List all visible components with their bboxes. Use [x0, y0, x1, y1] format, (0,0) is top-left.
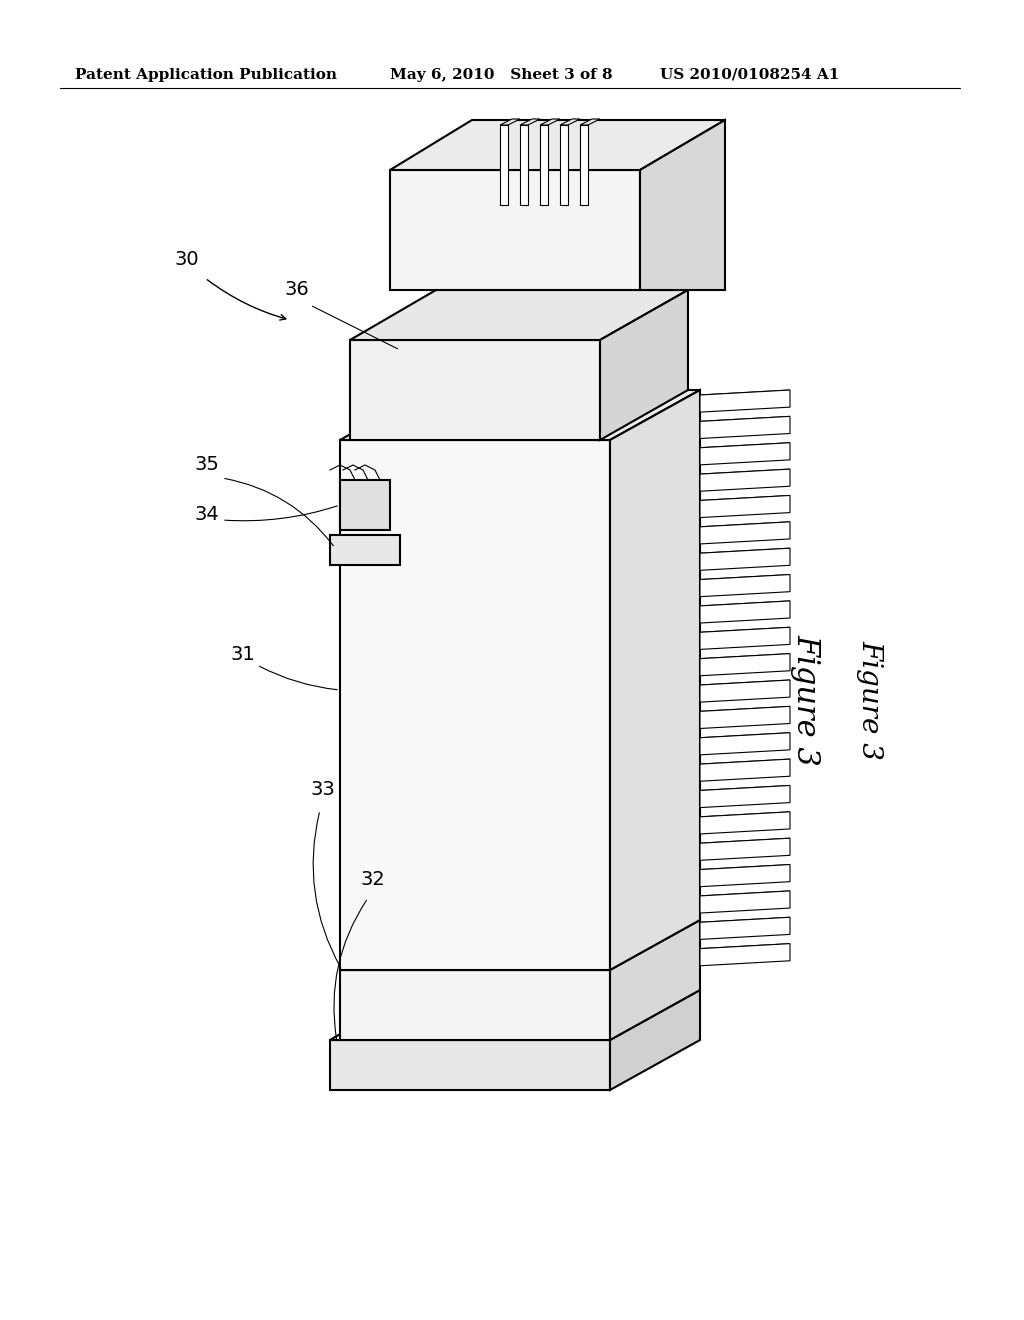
Polygon shape	[700, 416, 790, 438]
Polygon shape	[700, 733, 790, 755]
Polygon shape	[700, 838, 790, 843]
Text: Figure 3: Figure 3	[790, 634, 821, 766]
Polygon shape	[700, 495, 790, 517]
Polygon shape	[340, 970, 610, 1040]
Polygon shape	[350, 290, 688, 341]
Polygon shape	[700, 442, 790, 447]
Text: 30: 30	[175, 249, 200, 269]
Text: US 2010/0108254 A1: US 2010/0108254 A1	[660, 69, 840, 82]
Polygon shape	[700, 601, 790, 623]
Polygon shape	[700, 759, 790, 781]
Polygon shape	[340, 389, 700, 440]
Text: Figure 3: Figure 3	[856, 640, 884, 760]
Polygon shape	[700, 759, 790, 764]
Polygon shape	[500, 119, 520, 125]
Polygon shape	[700, 416, 790, 421]
Polygon shape	[330, 1040, 610, 1090]
Text: 35: 35	[195, 455, 220, 474]
Polygon shape	[350, 341, 600, 440]
Polygon shape	[700, 521, 790, 544]
Polygon shape	[700, 469, 790, 474]
Polygon shape	[700, 706, 790, 729]
Polygon shape	[700, 627, 790, 632]
Polygon shape	[700, 548, 790, 570]
Polygon shape	[580, 119, 600, 125]
Polygon shape	[390, 120, 725, 170]
Polygon shape	[610, 990, 700, 1090]
Text: 31: 31	[230, 645, 255, 664]
Polygon shape	[540, 125, 548, 205]
Polygon shape	[700, 917, 790, 923]
Polygon shape	[560, 125, 568, 205]
Polygon shape	[700, 944, 790, 949]
Polygon shape	[700, 865, 790, 887]
Polygon shape	[700, 812, 790, 834]
Polygon shape	[700, 944, 790, 966]
Polygon shape	[340, 920, 700, 970]
Polygon shape	[700, 706, 790, 711]
Polygon shape	[700, 495, 790, 500]
Polygon shape	[700, 389, 790, 412]
Text: 32: 32	[360, 870, 385, 888]
Polygon shape	[700, 680, 790, 702]
Polygon shape	[700, 653, 790, 676]
Polygon shape	[600, 290, 688, 440]
Polygon shape	[700, 680, 790, 685]
Polygon shape	[700, 812, 790, 817]
Text: Patent Application Publication: Patent Application Publication	[75, 69, 337, 82]
Polygon shape	[700, 891, 790, 913]
Polygon shape	[700, 917, 790, 940]
Polygon shape	[700, 785, 790, 808]
Polygon shape	[700, 548, 790, 553]
Polygon shape	[700, 891, 790, 896]
Polygon shape	[330, 990, 700, 1040]
Polygon shape	[700, 442, 790, 465]
Text: 36: 36	[285, 280, 309, 300]
Polygon shape	[640, 120, 725, 290]
Polygon shape	[520, 119, 540, 125]
Polygon shape	[700, 469, 790, 491]
Polygon shape	[390, 170, 640, 290]
Text: May 6, 2010   Sheet 3 of 8: May 6, 2010 Sheet 3 of 8	[390, 69, 612, 82]
Polygon shape	[520, 125, 528, 205]
Polygon shape	[560, 119, 580, 125]
Polygon shape	[700, 733, 790, 738]
Polygon shape	[700, 865, 790, 870]
Polygon shape	[700, 627, 790, 649]
Polygon shape	[540, 119, 560, 125]
Polygon shape	[700, 389, 790, 395]
Polygon shape	[700, 653, 790, 659]
Polygon shape	[700, 785, 790, 791]
Text: 33: 33	[310, 780, 335, 799]
Polygon shape	[700, 521, 790, 527]
Polygon shape	[700, 574, 790, 579]
Polygon shape	[700, 838, 790, 861]
Polygon shape	[700, 601, 790, 606]
Polygon shape	[330, 535, 400, 565]
Polygon shape	[340, 480, 390, 531]
Polygon shape	[580, 125, 588, 205]
Text: 34: 34	[195, 506, 220, 524]
Polygon shape	[500, 125, 508, 205]
Polygon shape	[700, 574, 790, 597]
Polygon shape	[610, 920, 700, 1040]
Polygon shape	[610, 389, 700, 970]
Polygon shape	[340, 440, 610, 970]
